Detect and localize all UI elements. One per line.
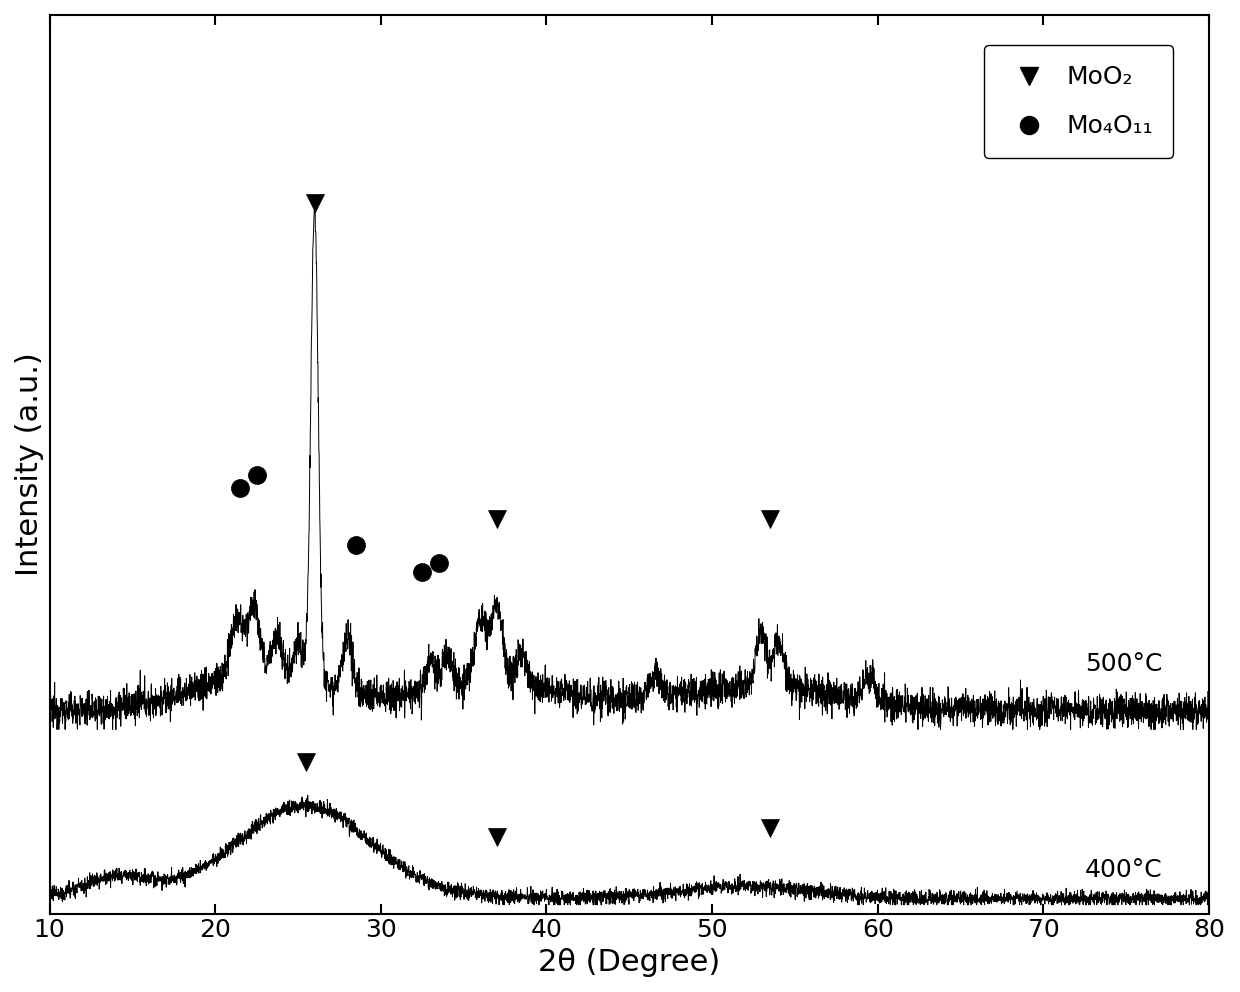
Legend: MoO₂, Mo₄O₁₁: MoO₂, Mo₄O₁₁ xyxy=(985,46,1173,159)
X-axis label: 2θ (Degree): 2θ (Degree) xyxy=(538,948,720,977)
Text: 500°C: 500°C xyxy=(1085,652,1162,676)
Text: 400°C: 400°C xyxy=(1085,858,1162,882)
Y-axis label: Intensity (a.u.): Intensity (a.u.) xyxy=(15,352,43,576)
